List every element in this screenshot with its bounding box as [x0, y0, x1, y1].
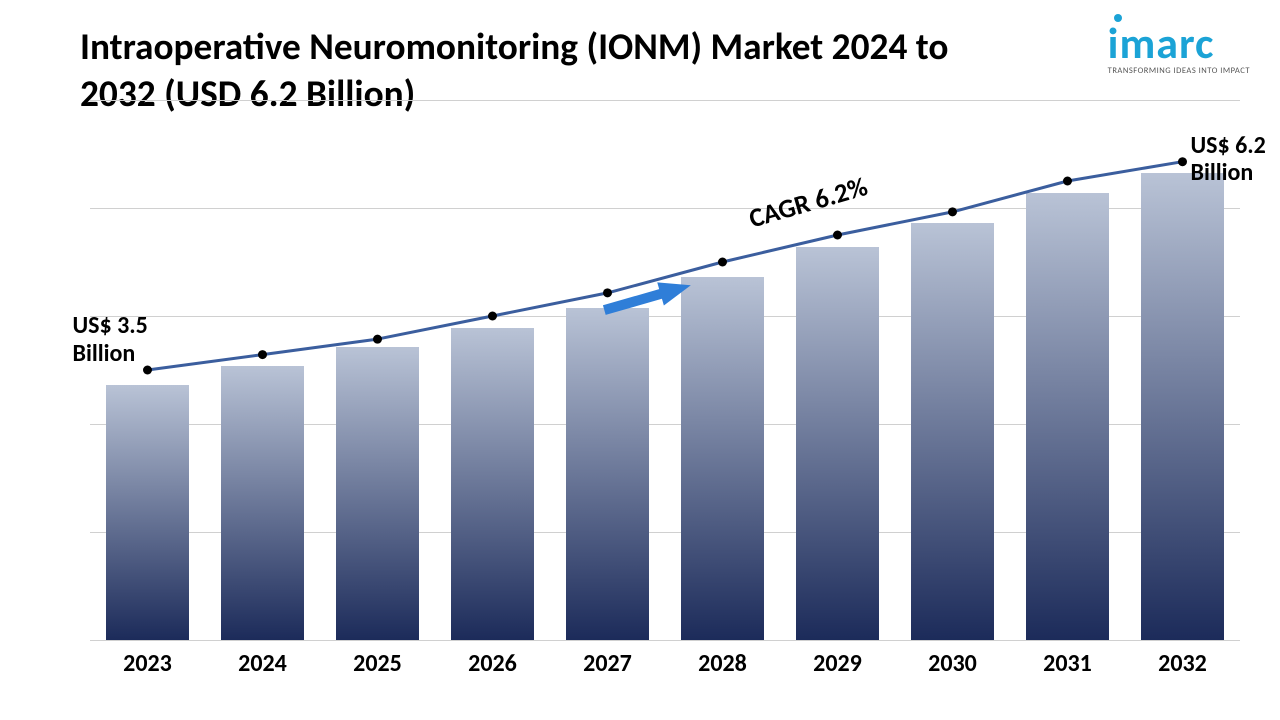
chart-plot-area — [90, 100, 1240, 640]
x-axis-label: 2032 — [1158, 649, 1207, 678]
x-axis-labels: 2023 2024 2025 2026 2027 2028 2029 2030 2031 2032 — [90, 648, 1240, 678]
gridline — [90, 640, 1240, 641]
trend-line — [148, 162, 1183, 370]
data-point-dot — [373, 335, 382, 344]
logo-tagline: TRANSFORMING IDEAS INTO IMPACT — [1108, 66, 1250, 76]
data-point-dot — [258, 350, 267, 359]
x-axis-label: 2027 — [583, 649, 632, 678]
brand-logo: imarc TRANSFORMING IDEAS INTO IMPACT — [1108, 14, 1250, 76]
data-point-dot — [718, 258, 727, 267]
data-point-dot — [488, 312, 497, 321]
trend-line-layer — [90, 100, 1240, 640]
x-axis-label: 2025 — [353, 649, 402, 678]
x-axis-label: 2031 — [1043, 649, 1092, 678]
end-value-callout: US$ 6.2 Billion — [1191, 132, 1266, 187]
x-axis-label: 2028 — [698, 649, 747, 678]
x-axis-label: 2026 — [468, 649, 517, 678]
data-point-dot — [948, 207, 957, 216]
x-axis-label: 2024 — [238, 649, 287, 678]
x-axis-label: 2029 — [813, 649, 862, 678]
logo-word: imarc — [1108, 24, 1250, 64]
x-axis-label: 2030 — [928, 649, 977, 678]
data-point-dot — [1063, 177, 1072, 186]
start-value-callout: US$ 3.5 Billion — [73, 312, 148, 367]
x-axis-label: 2023 — [123, 649, 172, 678]
data-point-dot — [1178, 157, 1187, 166]
data-point-dot — [833, 231, 842, 240]
